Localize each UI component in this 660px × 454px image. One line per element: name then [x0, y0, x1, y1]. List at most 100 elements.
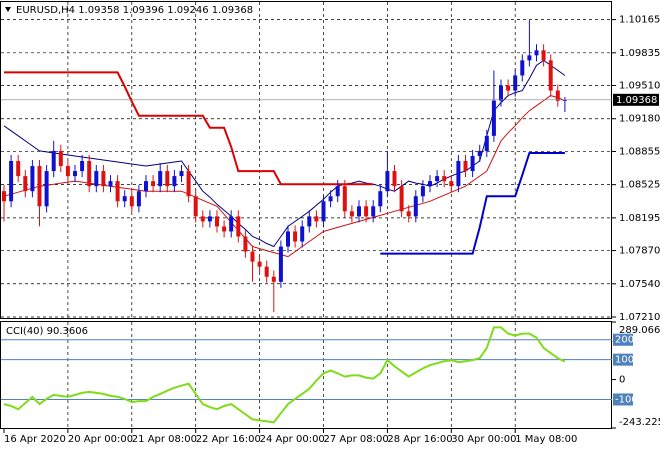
x-tick-label: 28 Apr 16:00: [387, 434, 452, 445]
candle-body: [200, 216, 205, 222]
candle-body: [335, 186, 340, 197]
candle-body: [463, 161, 468, 172]
y-tick-label: 1.10165: [619, 15, 660, 26]
candle-body: [406, 211, 411, 217]
candle-body: [186, 171, 191, 197]
candle-body: [520, 60, 525, 76]
candle-body: [385, 171, 390, 192]
candle-body: [378, 191, 383, 207]
x-tick-label: 30 Apr 00:00: [451, 434, 516, 445]
candle-body: [73, 171, 77, 177]
candle-body: [101, 171, 106, 187]
price-tag-box: [613, 93, 659, 106]
candle-body: [136, 191, 141, 207]
candle-body: [129, 196, 134, 207]
candle-body: [484, 135, 489, 151]
indicator-line: [380, 152, 565, 255]
candle-body: [37, 166, 42, 207]
y-tick-label: 1.07870: [619, 246, 660, 257]
candle-body: [513, 75, 518, 91]
candle-body: [172, 176, 177, 187]
candle-body: [321, 201, 326, 222]
candle-body: [151, 181, 156, 187]
candle-body: [314, 216, 319, 222]
x-tick-label: 16 Apr 2020: [4, 434, 66, 445]
candle-body: [2, 191, 6, 202]
candle-body: [491, 100, 496, 136]
y-tick-label: 1.09510: [619, 81, 660, 92]
candle-body: [108, 181, 113, 187]
y-tick-label: 1.08855: [619, 146, 660, 157]
candle-body: [342, 186, 347, 212]
candle-body: [144, 181, 148, 192]
price-tag-label: 1.09368: [616, 95, 657, 106]
cci-line: [3, 326, 566, 424]
candle-body: [30, 166, 35, 192]
candle-body: [470, 155, 475, 172]
x-tick-label: 21 Apr 08:00: [132, 434, 197, 445]
candle-body: [555, 90, 560, 101]
candle-body: [58, 150, 63, 167]
candle-body: [122, 196, 127, 202]
candle-body: [87, 161, 92, 187]
y-tick-label: 1.07210: [619, 312, 660, 323]
x-tick-label: 22 Apr 16:00: [196, 434, 261, 445]
y-tick-label: 1.09180: [619, 114, 660, 125]
candle-body: [193, 196, 198, 217]
candle-body: [293, 231, 298, 242]
candle-body: [534, 50, 539, 56]
candle-body: [257, 261, 262, 267]
candle-body: [328, 196, 333, 202]
y-tick-label: -243.2253: [619, 417, 660, 428]
x-tick-label: 27 Apr 08:00: [324, 434, 389, 445]
candle-body: [51, 150, 56, 172]
cci-panel: [0, 321, 612, 429]
candle-body: [300, 226, 305, 242]
candle-body: [413, 196, 418, 217]
y-tick-label: 1.07540: [619, 279, 660, 290]
candle-body: [65, 166, 70, 177]
candle-body: [264, 266, 269, 277]
candle-body: [399, 186, 404, 212]
candle-body: [428, 181, 432, 187]
candle-body: [456, 161, 461, 187]
candle-body: [477, 150, 482, 156]
x-tick-label: 24 Apr 00:00: [260, 434, 325, 445]
candle-body: [115, 181, 120, 202]
candle-body: [527, 55, 532, 61]
menu-triangle[interactable]: [5, 7, 11, 12]
x-tick-label: 20 Apr 00:00: [68, 434, 133, 445]
indicator-line: [4, 71, 374, 186]
chart-title: EURUSD,H4 1.09358 1.09396 1.09246 1.0936…: [16, 5, 253, 16]
candle-body: [222, 226, 227, 232]
level-tag-label: 100: [615, 355, 634, 366]
y-tick-label: 0: [619, 375, 625, 386]
level-tag-box: [613, 333, 633, 346]
candle-body: [278, 246, 283, 282]
candle-body: [179, 171, 184, 177]
candle-body: [307, 216, 312, 227]
level-tag-box: [613, 393, 633, 406]
candle-body: [562, 99, 567, 101]
y-tick-label: 1.09835: [619, 48, 660, 59]
candle-body: [435, 176, 440, 182]
level-tag-box: [613, 353, 633, 366]
candle-body: [207, 216, 212, 222]
candle-body: [94, 171, 99, 187]
candle-body: [158, 171, 163, 187]
candle-body: [349, 211, 354, 217]
candle-body: [371, 206, 376, 217]
candle-body: [215, 216, 219, 227]
candle-body: [420, 186, 425, 197]
y-tick-label: 289.0661: [619, 325, 660, 336]
candle-body: [44, 171, 49, 207]
cci-title: CCI(40) 90.3606: [6, 326, 88, 337]
candle-body: [23, 176, 28, 192]
candle-body: [16, 161, 21, 177]
level-tag-label: 200: [615, 335, 634, 346]
candle-body: [357, 206, 361, 217]
candle-body: [271, 276, 276, 282]
candle-body: [250, 251, 255, 262]
